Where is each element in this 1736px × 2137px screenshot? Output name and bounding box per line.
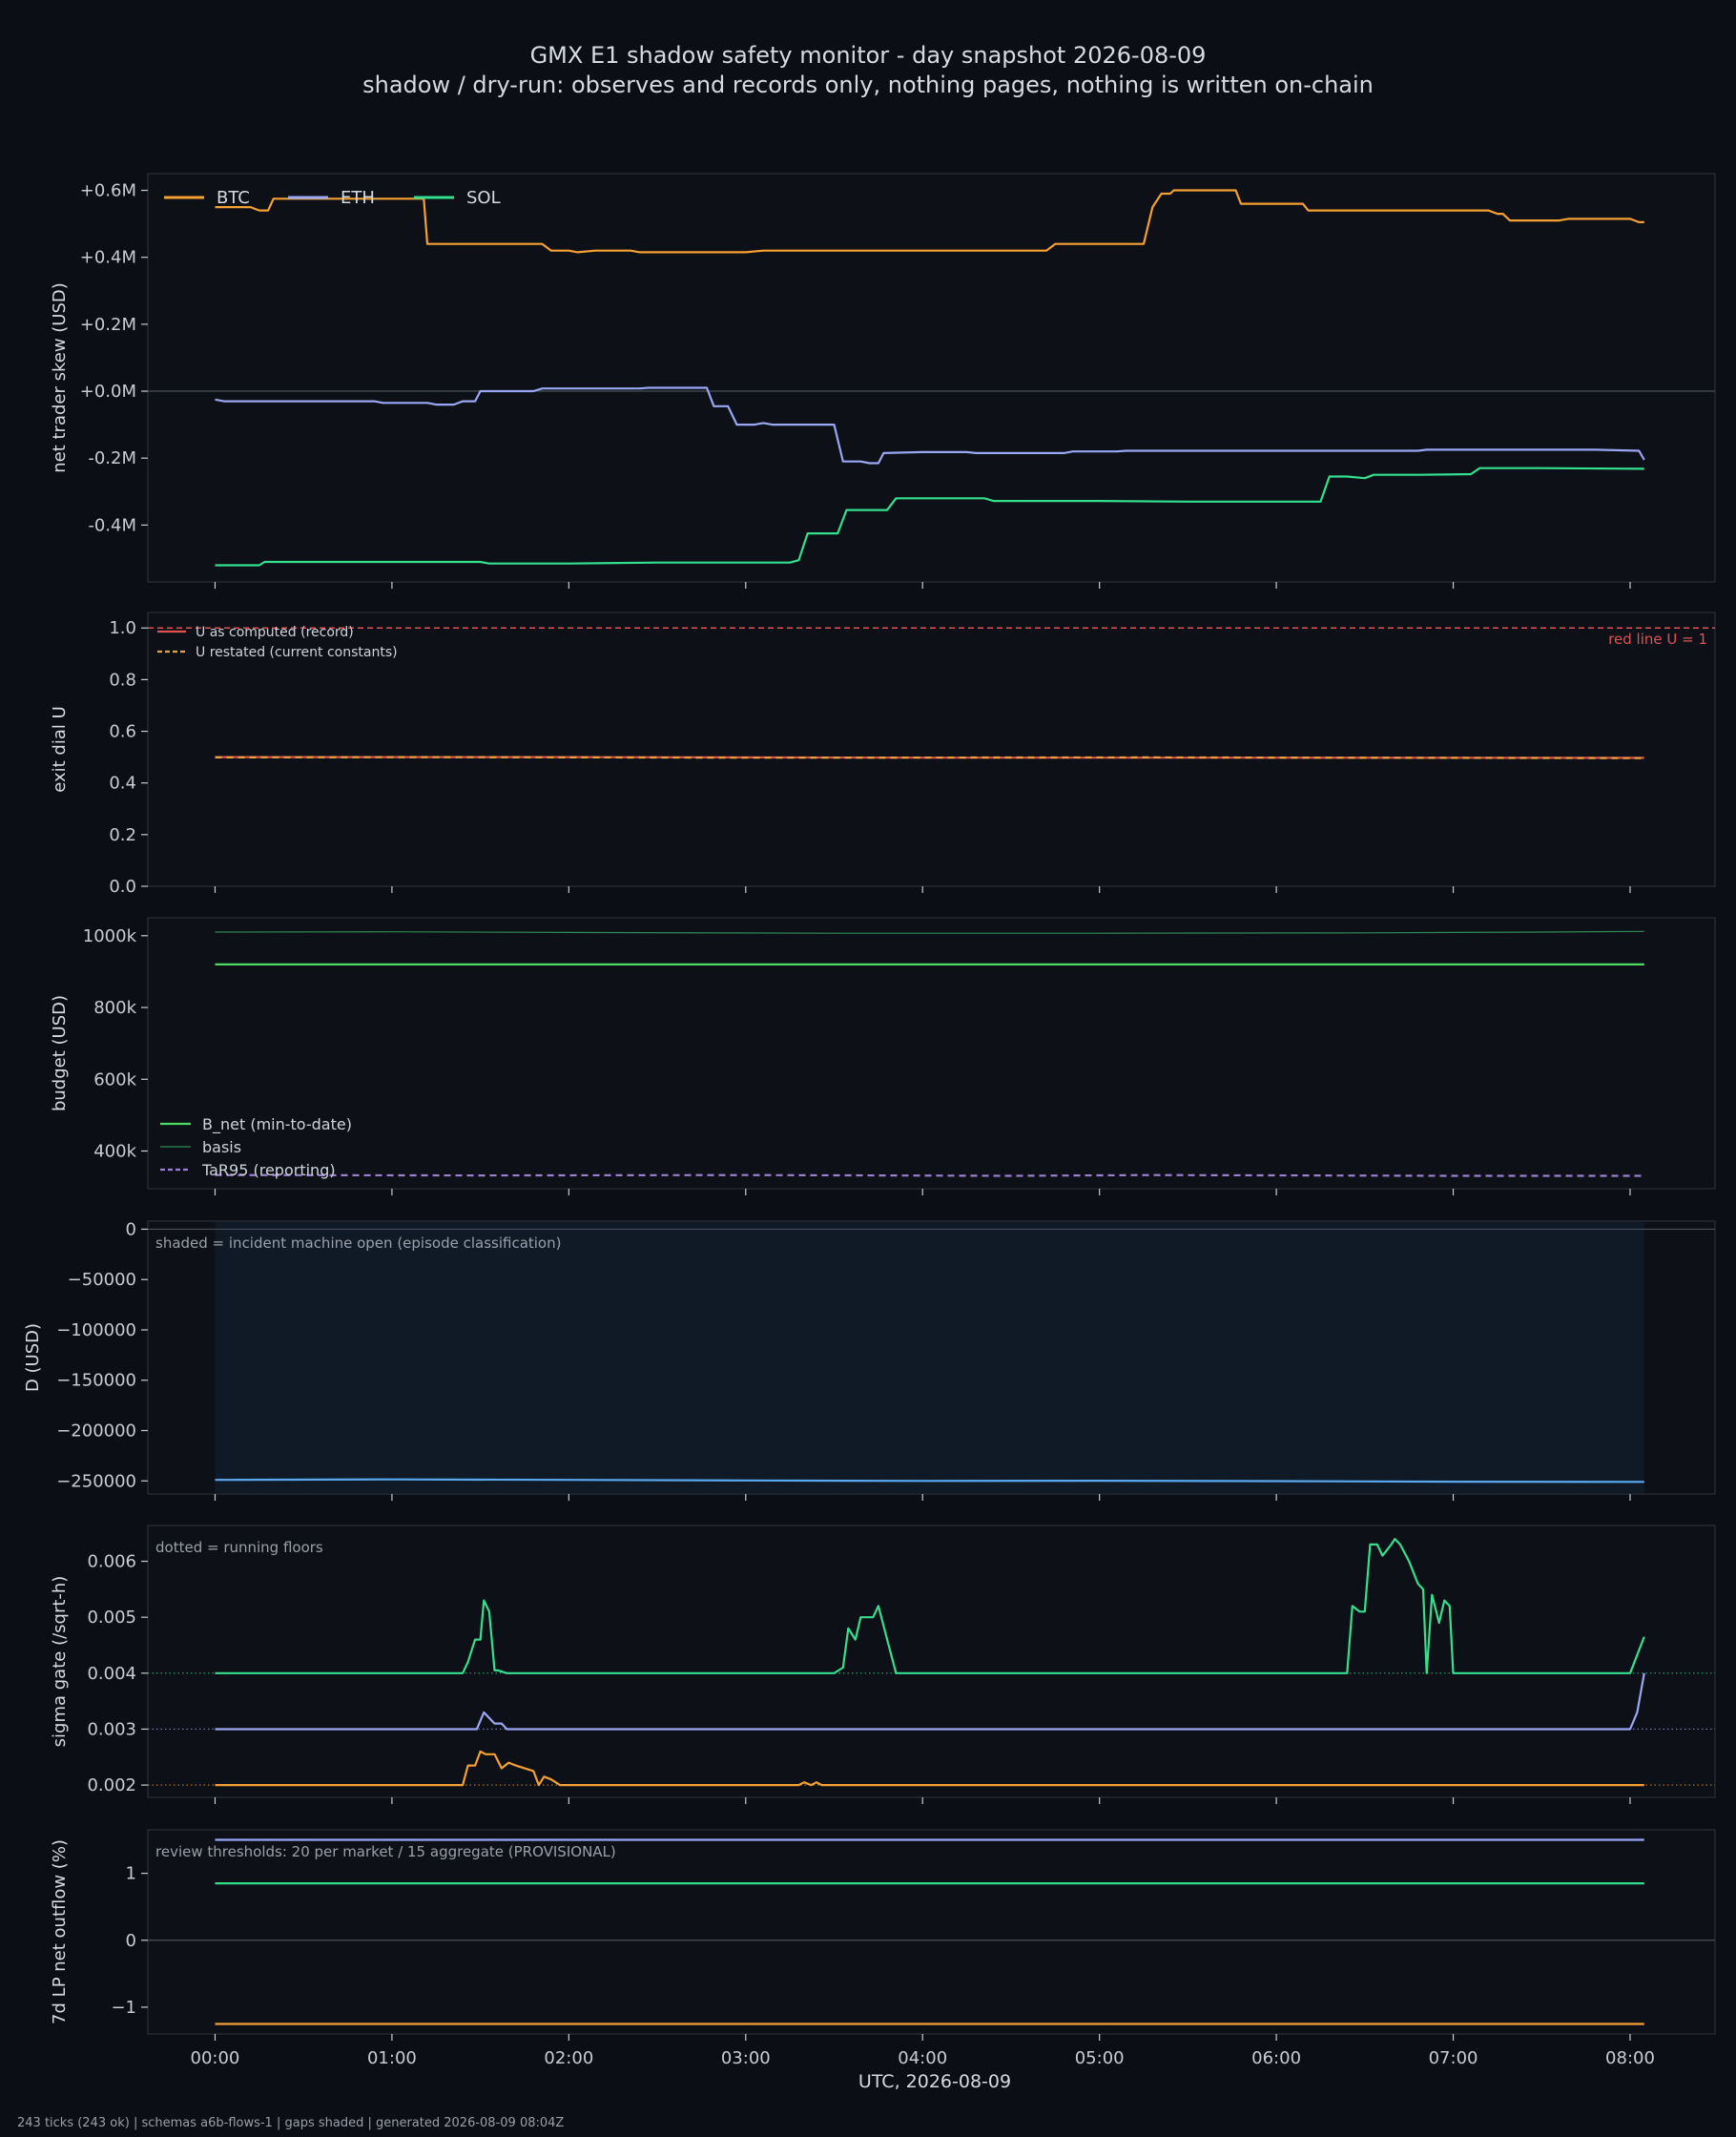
x-axis-label: UTC, 2026-08-09 xyxy=(858,2071,1011,2092)
panel-annotation: review thresholds: 20 per market / 15 ag… xyxy=(155,1843,616,1860)
panel-drawdown: 0 −50000 −100000 −150000 −200000 −250000 D (US… xyxy=(23,1219,1716,1501)
series-line-eth xyxy=(215,386,1645,465)
y-tick-label: −50000 xyxy=(68,1270,136,1290)
series-line-u-restated-current-constants- xyxy=(215,756,1644,759)
x-tick-label: 05:00 xyxy=(1075,2048,1125,2068)
x-tick-label: 06:00 xyxy=(1251,2048,1301,2068)
y-tick-label: 0.006 xyxy=(87,1552,136,1572)
figure-title: GMX E1 shadow safety monitor - day snaps… xyxy=(530,42,1207,69)
y-tick-label: −1 xyxy=(111,1998,136,2018)
series-line-tar95-reporting- xyxy=(215,1173,1644,1177)
series-line-btc xyxy=(215,1750,1644,1787)
x-tick-label: 02:00 xyxy=(544,2048,593,2068)
y-tick-label: 0.4 xyxy=(109,774,136,794)
x-tick-label: 00:00 xyxy=(191,2048,240,2068)
y-tick-label: 0 xyxy=(126,1931,136,1951)
legend-label: SOL xyxy=(466,188,501,208)
footer-status: 243 ticks (243 ok) | schemas a6b-flows-1… xyxy=(17,2116,564,2130)
y-tick-label: -0.4M xyxy=(88,515,136,535)
legend-label: TaR95 (reporting) xyxy=(201,1161,336,1179)
y-axis-label: exit dial U xyxy=(50,706,70,793)
panel-frame xyxy=(147,173,1716,583)
figure-subtitle: shadow / dry-run: observes and records o… xyxy=(362,72,1374,98)
y-tick-label: 800k xyxy=(93,998,136,1018)
panel-annotation: shaded = incident machine open (episode … xyxy=(155,1234,561,1252)
y-tick-label: 0.003 xyxy=(87,1719,136,1739)
series-line-basis xyxy=(215,930,1644,934)
legend-label: BTC xyxy=(217,188,250,208)
y-tick-label: +0.2M xyxy=(80,315,136,335)
panel-frame xyxy=(147,1525,1716,1798)
x-tick-label: 07:00 xyxy=(1429,2048,1478,2068)
y-tick-label: 0.004 xyxy=(87,1664,136,1684)
panel-sigma_gate: 0.002 0.003 0.004 0.005 0.006 sigma gate (/sq… xyxy=(50,1525,1716,1804)
legend-label: B_net (min-to-date) xyxy=(202,1115,352,1134)
y-tick-label: 0.005 xyxy=(87,1608,136,1628)
y-tick-label: 1000k xyxy=(83,926,137,946)
x-tick-label: 04:00 xyxy=(898,2048,947,2068)
y-axis-label: D (USD) xyxy=(23,1323,43,1392)
y-tick-label: −150000 xyxy=(56,1371,136,1391)
y-tick-label: 0.6 xyxy=(109,722,136,742)
panel-budget: 400k 600k 800k 1000k budget (USD) B_net (min-… xyxy=(50,917,1716,1195)
y-axis-label: budget (USD) xyxy=(50,995,70,1111)
y-tick-label: 0.8 xyxy=(109,670,136,690)
x-tick-label: 03:00 xyxy=(721,2048,771,2068)
y-tick-label: -0.2M xyxy=(88,448,136,468)
y-tick-label: 1 xyxy=(126,1864,136,1884)
panel-lp_outflow: −1 0 1 00:00 01:00 02:00 03:00 04:00 05:00 06:00 0… xyxy=(50,1829,1716,2068)
y-tick-label: 400k xyxy=(93,1142,136,1162)
y-tick-label: 600k xyxy=(93,1069,136,1089)
y-tick-label: 0 xyxy=(126,1219,136,1239)
y-axis-label: net trader skew (USD) xyxy=(50,282,70,473)
legend-label: U restated (current constants) xyxy=(196,645,398,660)
y-axis-label: sigma gate (/sqrt-h) xyxy=(50,1576,70,1748)
series-line-sol xyxy=(215,1538,1645,1674)
y-tick-label: +0.4M xyxy=(80,248,136,268)
y-tick-label: 0.2 xyxy=(109,825,136,845)
panel-frame xyxy=(147,612,1716,887)
panels: +0.6M +0.4M +0.2M +0.0M -0.2M -0.4M net trader… xyxy=(23,173,1716,2068)
y-tick-label: −200000 xyxy=(56,1421,136,1442)
y-tick-label: 1.0 xyxy=(109,618,136,638)
panel-frame xyxy=(147,1829,1716,2035)
panel-annotation: dotted = running floors xyxy=(155,1539,323,1556)
panel-skew: +0.6M +0.4M +0.2M +0.0M -0.2M -0.4M net trader… xyxy=(50,173,1716,589)
y-tick-label: −250000 xyxy=(56,1471,136,1491)
x-tick-label: 08:00 xyxy=(1605,2048,1655,2068)
y-axis-label: 7d LP net outflow (%) xyxy=(50,1839,70,2024)
y-tick-label: +0.0M xyxy=(80,382,136,402)
series-line-eth xyxy=(215,1672,1645,1731)
red-line-annotation: red line U = 1 xyxy=(1608,631,1707,648)
series-line-sol xyxy=(215,467,1644,567)
legend-label: basis xyxy=(202,1138,241,1156)
x-tick-label: 01:00 xyxy=(367,2048,417,2068)
legend-label: ETH xyxy=(341,188,375,208)
panel-exit_dial: 0.0 0.2 0.4 0.6 0.8 1.0 exit dial U red line U … xyxy=(50,612,1716,897)
y-tick-label: −100000 xyxy=(56,1320,136,1340)
series-line-d xyxy=(215,1478,1644,1483)
panel-frame xyxy=(147,917,1716,1190)
y-tick-label: 0.002 xyxy=(87,1775,136,1795)
y-tick-label: 0.0 xyxy=(109,877,136,897)
legend-label: U as computed (record) xyxy=(196,625,354,640)
incident-shade xyxy=(215,1222,1644,1493)
y-tick-label: +0.6M xyxy=(80,181,136,201)
